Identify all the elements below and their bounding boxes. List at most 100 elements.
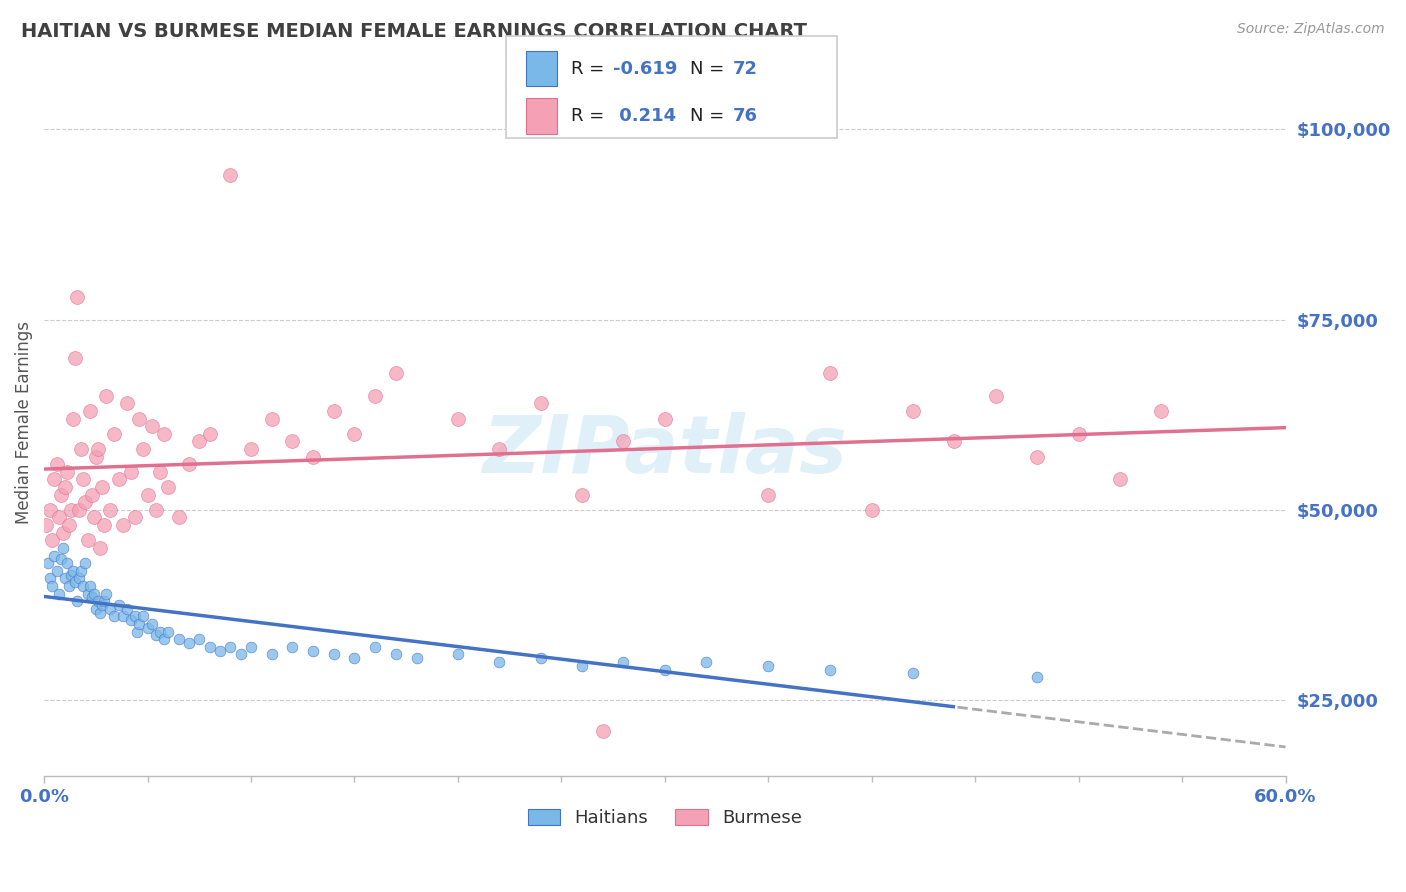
Point <box>281 640 304 654</box>
Point <box>219 168 242 182</box>
Point <box>149 624 172 639</box>
Text: 76: 76 <box>733 107 758 125</box>
Point <box>188 434 211 449</box>
Point <box>91 480 114 494</box>
Point <box>153 426 176 441</box>
Point <box>75 495 97 509</box>
Point <box>654 663 676 677</box>
Point <box>405 651 427 665</box>
Point <box>447 411 470 425</box>
Point <box>93 518 115 533</box>
Text: HAITIAN VS BURMESE MEDIAN FEMALE EARNINGS CORRELATION CHART: HAITIAN VS BURMESE MEDIAN FEMALE EARNING… <box>21 22 807 41</box>
Text: -0.619: -0.619 <box>613 60 678 78</box>
Point <box>87 594 110 608</box>
Point <box>901 404 924 418</box>
Point <box>60 567 83 582</box>
Point <box>111 609 134 624</box>
Point <box>91 598 114 612</box>
Point <box>53 571 76 585</box>
Text: 72: 72 <box>733 60 758 78</box>
Point <box>219 640 242 654</box>
Text: ZIPatlas: ZIPatlas <box>482 411 848 490</box>
Point <box>84 450 107 464</box>
Point <box>120 465 142 479</box>
Point <box>198 640 221 654</box>
Point <box>49 552 72 566</box>
Point <box>62 411 84 425</box>
Point <box>70 442 93 456</box>
Point <box>612 434 634 449</box>
Point <box>260 648 283 662</box>
Point <box>128 411 150 425</box>
Text: Source: ZipAtlas.com: Source: ZipAtlas.com <box>1237 22 1385 37</box>
Point <box>530 651 553 665</box>
Text: R =: R = <box>571 107 610 125</box>
Point <box>1026 670 1049 684</box>
Point <box>530 396 553 410</box>
Point <box>37 556 59 570</box>
Point <box>48 510 70 524</box>
Point <box>177 636 200 650</box>
Point <box>157 624 180 639</box>
Point <box>302 643 325 657</box>
Point <box>44 549 66 563</box>
Text: N =: N = <box>690 107 730 125</box>
Point <box>343 426 366 441</box>
Point <box>901 666 924 681</box>
Point <box>124 510 146 524</box>
Point <box>343 651 366 665</box>
Point <box>41 579 63 593</box>
Point <box>107 598 129 612</box>
Point <box>56 465 79 479</box>
Point <box>35 518 58 533</box>
Point <box>44 472 66 486</box>
Point <box>70 564 93 578</box>
Point <box>39 571 62 585</box>
Point <box>79 404 101 418</box>
Point <box>79 579 101 593</box>
Point <box>145 628 167 642</box>
Point <box>1109 472 1132 486</box>
Point <box>39 503 62 517</box>
Point <box>41 533 63 548</box>
Point <box>592 723 614 738</box>
Point <box>80 488 103 502</box>
Point <box>98 503 121 517</box>
Text: 0.214: 0.214 <box>613 107 676 125</box>
Point <box>322 404 344 418</box>
Point <box>83 586 105 600</box>
Legend: Haitians, Burmese: Haitians, Burmese <box>520 802 810 834</box>
Point <box>1026 450 1049 464</box>
Point <box>364 389 387 403</box>
Point <box>120 613 142 627</box>
Point <box>260 411 283 425</box>
Point <box>820 366 842 380</box>
Point <box>364 640 387 654</box>
Text: N =: N = <box>690 60 730 78</box>
Point <box>87 442 110 456</box>
Point <box>157 480 180 494</box>
Point <box>571 488 593 502</box>
Point <box>385 648 408 662</box>
Point <box>1067 426 1090 441</box>
Point <box>103 609 125 624</box>
Point <box>240 640 263 654</box>
Point <box>136 488 159 502</box>
Point <box>756 488 779 502</box>
Point <box>115 601 138 615</box>
Point <box>136 621 159 635</box>
Point <box>447 648 470 662</box>
Point <box>76 586 98 600</box>
Point <box>48 586 70 600</box>
Point <box>98 601 121 615</box>
Point <box>75 556 97 570</box>
Point <box>208 643 231 657</box>
Point <box>72 579 94 593</box>
Point <box>322 648 344 662</box>
Point <box>860 503 883 517</box>
Point <box>107 472 129 486</box>
Point <box>83 510 105 524</box>
Point <box>63 351 86 365</box>
Point <box>188 632 211 647</box>
Point <box>756 658 779 673</box>
